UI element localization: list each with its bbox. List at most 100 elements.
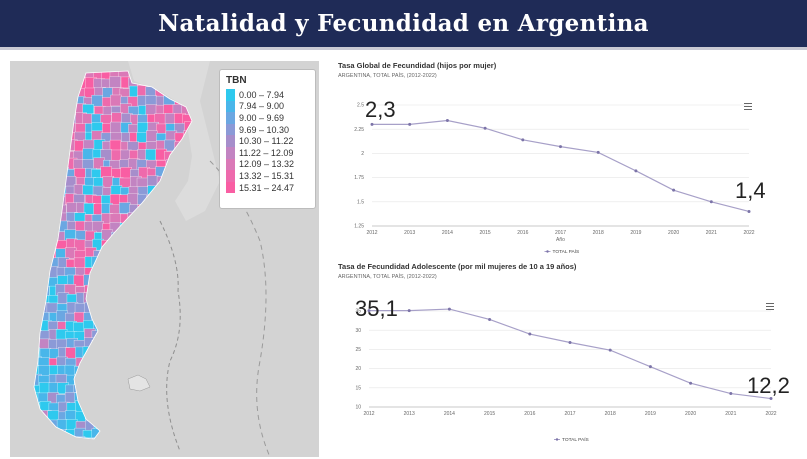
- y-tick-label: 20: [355, 366, 361, 372]
- map-district: [118, 365, 131, 377]
- map-district: [190, 240, 192, 253]
- map-district: [93, 348, 105, 361]
- map-district: [183, 258, 192, 270]
- map-district: [146, 130, 158, 142]
- data-point[interactable]: [769, 397, 773, 401]
- data-point[interactable]: [445, 118, 449, 122]
- data-point[interactable]: [634, 169, 638, 173]
- map-district: [173, 391, 185, 404]
- map-district: [184, 347, 192, 359]
- data-point[interactable]: [648, 365, 652, 369]
- map-district: [156, 176, 169, 188]
- series-legend-label[interactable]: TOTAL PAÍS: [553, 248, 580, 255]
- y-tick-label: 15: [355, 385, 361, 391]
- data-point[interactable]: [521, 138, 525, 142]
- map-district: [129, 238, 142, 250]
- legend-range-label: 15.31 – 24.47: [239, 182, 295, 193]
- map-district: [47, 430, 60, 439]
- map-district: [138, 339, 151, 352]
- map-district: [121, 348, 133, 360]
- map-district: [182, 320, 192, 333]
- data-point[interactable]: [370, 122, 374, 126]
- data-point[interactable]: [488, 317, 492, 321]
- map-district: [92, 301, 105, 313]
- map-district: [100, 274, 113, 286]
- map-district: [121, 428, 133, 439]
- legend-item: 13.32 – 15.31: [226, 170, 309, 182]
- map-district: [138, 247, 151, 259]
- map-district: [145, 203, 157, 215]
- map-district: [91, 409, 104, 421]
- data-point[interactable]: [408, 122, 412, 126]
- x-tick-label: 2012: [363, 411, 374, 417]
- data-point[interactable]: [447, 307, 451, 311]
- map-district: [37, 121, 49, 134]
- legend-marker: [546, 250, 549, 253]
- data-point[interactable]: [747, 209, 751, 213]
- map-district: [164, 239, 176, 251]
- legend-marker: [555, 438, 559, 441]
- map-district: [55, 77, 67, 89]
- annotation-start-value: 2,3: [365, 97, 396, 122]
- map-district: [102, 429, 114, 439]
- map-district: [93, 392, 106, 404]
- map-district: [46, 88, 59, 100]
- map-district: [34, 159, 40, 172]
- map-district: [83, 402, 95, 414]
- map-district: [181, 382, 192, 395]
- series-legend-label[interactable]: TOTAL PAÍS: [562, 436, 589, 443]
- data-point[interactable]: [367, 309, 371, 313]
- map-district: [38, 131, 50, 144]
- map-district: [109, 429, 122, 439]
- map-district: [120, 258, 132, 270]
- map-district: [138, 429, 151, 439]
- map-district: [193, 402, 204, 413]
- map-district: [147, 275, 159, 287]
- map-district: [118, 418, 130, 431]
- map-district: [118, 312, 131, 324]
- map-district: [184, 421, 192, 433]
- map-district: [175, 157, 187, 169]
- data-point[interactable]: [689, 381, 693, 385]
- data-point[interactable]: [528, 332, 532, 336]
- data-point[interactable]: [559, 145, 562, 149]
- map-district: [93, 267, 105, 280]
- data-point[interactable]: [608, 348, 612, 352]
- data-point[interactable]: [596, 150, 600, 154]
- map-district: [92, 276, 104, 288]
- map-district: [154, 366, 167, 378]
- choropleth-map: TBN 0.00 – 7.94 7.94 – 9.00 9.00 – 9.69 9.6…: [10, 61, 319, 457]
- map-district: [46, 231, 58, 243]
- map-district: [121, 402, 133, 414]
- map-district: [127, 420, 140, 433]
- map-district: [156, 277, 169, 289]
- map-district: [156, 348, 168, 360]
- hamburger-menu-icon[interactable]: [766, 303, 774, 310]
- data-point[interactable]: [568, 340, 572, 344]
- map-district: [34, 212, 41, 225]
- data-point[interactable]: [709, 200, 713, 204]
- map-district: [183, 249, 192, 261]
- map-district: [109, 383, 122, 395]
- map-district: [147, 429, 159, 439]
- map-district: [193, 302, 204, 313]
- map-district: [139, 321, 151, 333]
- map-district: [38, 88, 51, 100]
- map-district: [39, 241, 51, 253]
- map-district: [111, 239, 124, 252]
- legend-title: TBN: [226, 75, 247, 86]
- data-point[interactable]: [407, 309, 411, 313]
- data-point[interactable]: [729, 392, 733, 396]
- map-district: [128, 392, 140, 405]
- hamburger-menu-icon[interactable]: [744, 103, 752, 110]
- map-district: [172, 230, 184, 243]
- map-district: [136, 285, 148, 297]
- data-point[interactable]: [672, 188, 676, 192]
- map-district: [139, 266, 151, 278]
- map-district: [74, 374, 86, 386]
- map-district: [173, 367, 185, 379]
- map-district: [129, 274, 142, 286]
- map-district: [39, 113, 51, 125]
- map-district: [148, 418, 160, 430]
- data-point[interactable]: [483, 126, 487, 130]
